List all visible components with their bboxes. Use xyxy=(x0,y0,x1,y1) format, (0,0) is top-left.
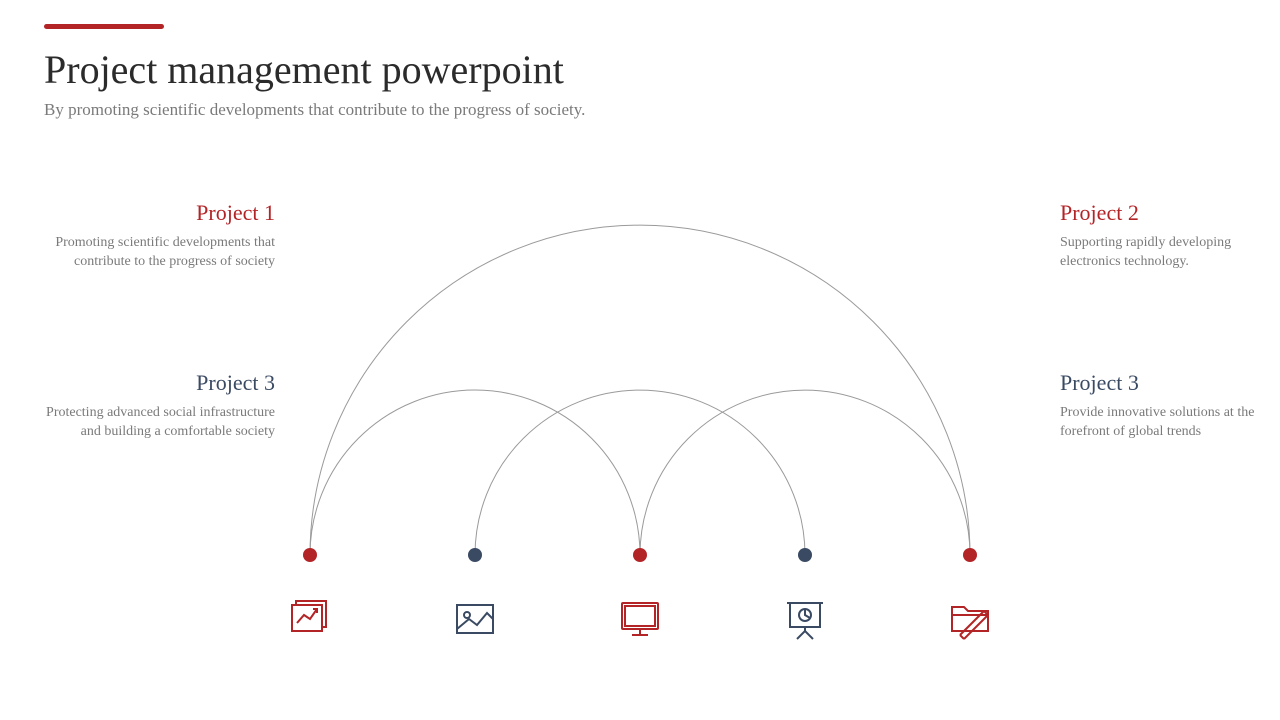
accent-bar xyxy=(44,24,164,29)
timeline-node xyxy=(303,548,317,562)
project-block-2: Project 2 Supporting rapidly developing … xyxy=(1060,200,1280,272)
project-title: Project 1 xyxy=(45,200,275,226)
image-icon xyxy=(451,595,499,643)
page-subtitle: By promoting scientific developments tha… xyxy=(44,100,585,120)
timeline-node xyxy=(468,548,482,562)
project-desc: Provide innovative solutions at the fore… xyxy=(1060,404,1280,442)
page-title: Project management powerpoint xyxy=(44,46,564,93)
presentation-icon xyxy=(781,595,829,643)
chart-report-icon xyxy=(286,595,334,643)
project-block-3-right: Project 3 Provide innovative solutions a… xyxy=(1060,370,1280,442)
monitor-icon xyxy=(616,595,664,643)
timeline-node xyxy=(798,548,812,562)
project-title: Project 3 xyxy=(45,370,275,396)
project-block-1: Project 1 Promoting scientific developme… xyxy=(45,200,275,272)
project-desc: Promoting scientific developments that c… xyxy=(45,234,275,272)
folder-ruler-icon xyxy=(946,595,994,643)
timeline-node xyxy=(633,548,647,562)
project-block-3-left: Project 3 Protecting advanced social inf… xyxy=(45,370,275,442)
timeline-node xyxy=(963,548,977,562)
project-desc: Protecting advanced social infrastructur… xyxy=(45,404,275,442)
project-desc: Supporting rapidly developing electronic… xyxy=(1060,234,1280,272)
project-title: Project 2 xyxy=(1060,200,1280,226)
project-title: Project 3 xyxy=(1060,370,1280,396)
